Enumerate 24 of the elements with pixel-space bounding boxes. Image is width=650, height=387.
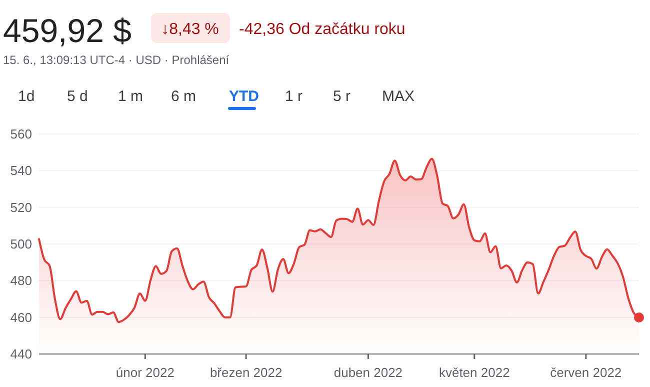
text: 1 m: [118, 88, 144, 105]
chart-subtitle: 15. 6., 13:09:13 UTC-4 · USD · Prohlášení: [3, 53, 230, 67]
text: 5 d: [67, 88, 88, 105]
text: ↓8,43 %: [161, 21, 219, 38]
y-tick-label: 480: [10, 273, 32, 288]
text: YTD: [229, 88, 260, 105]
text: MAX: [382, 88, 415, 105]
x-tick-label: únor 2022: [116, 365, 174, 380]
x-tick-label: duben 2022: [334, 365, 403, 380]
x-tick-label: červen 2022: [550, 365, 622, 380]
y-tick-label: 460: [10, 310, 32, 325]
text: 1 r: [285, 88, 303, 105]
y-tick-label: 540: [10, 163, 32, 178]
chart-title: 459,92 $: [3, 12, 132, 49]
text: -42,36 Od začátku roku: [239, 21, 406, 38]
x-tick-label: květen 2022: [438, 365, 510, 380]
text: 6 m: [171, 88, 196, 105]
y-tick-label: 520: [10, 200, 32, 215]
y-tick-label: 440: [10, 346, 32, 362]
y-tick-label: 560: [10, 126, 32, 142]
text: 1d: [18, 88, 35, 105]
x-tick-label: březen 2022: [210, 365, 282, 380]
text: 5 r: [333, 88, 351, 105]
y-tick-label: 500: [10, 236, 32, 252]
